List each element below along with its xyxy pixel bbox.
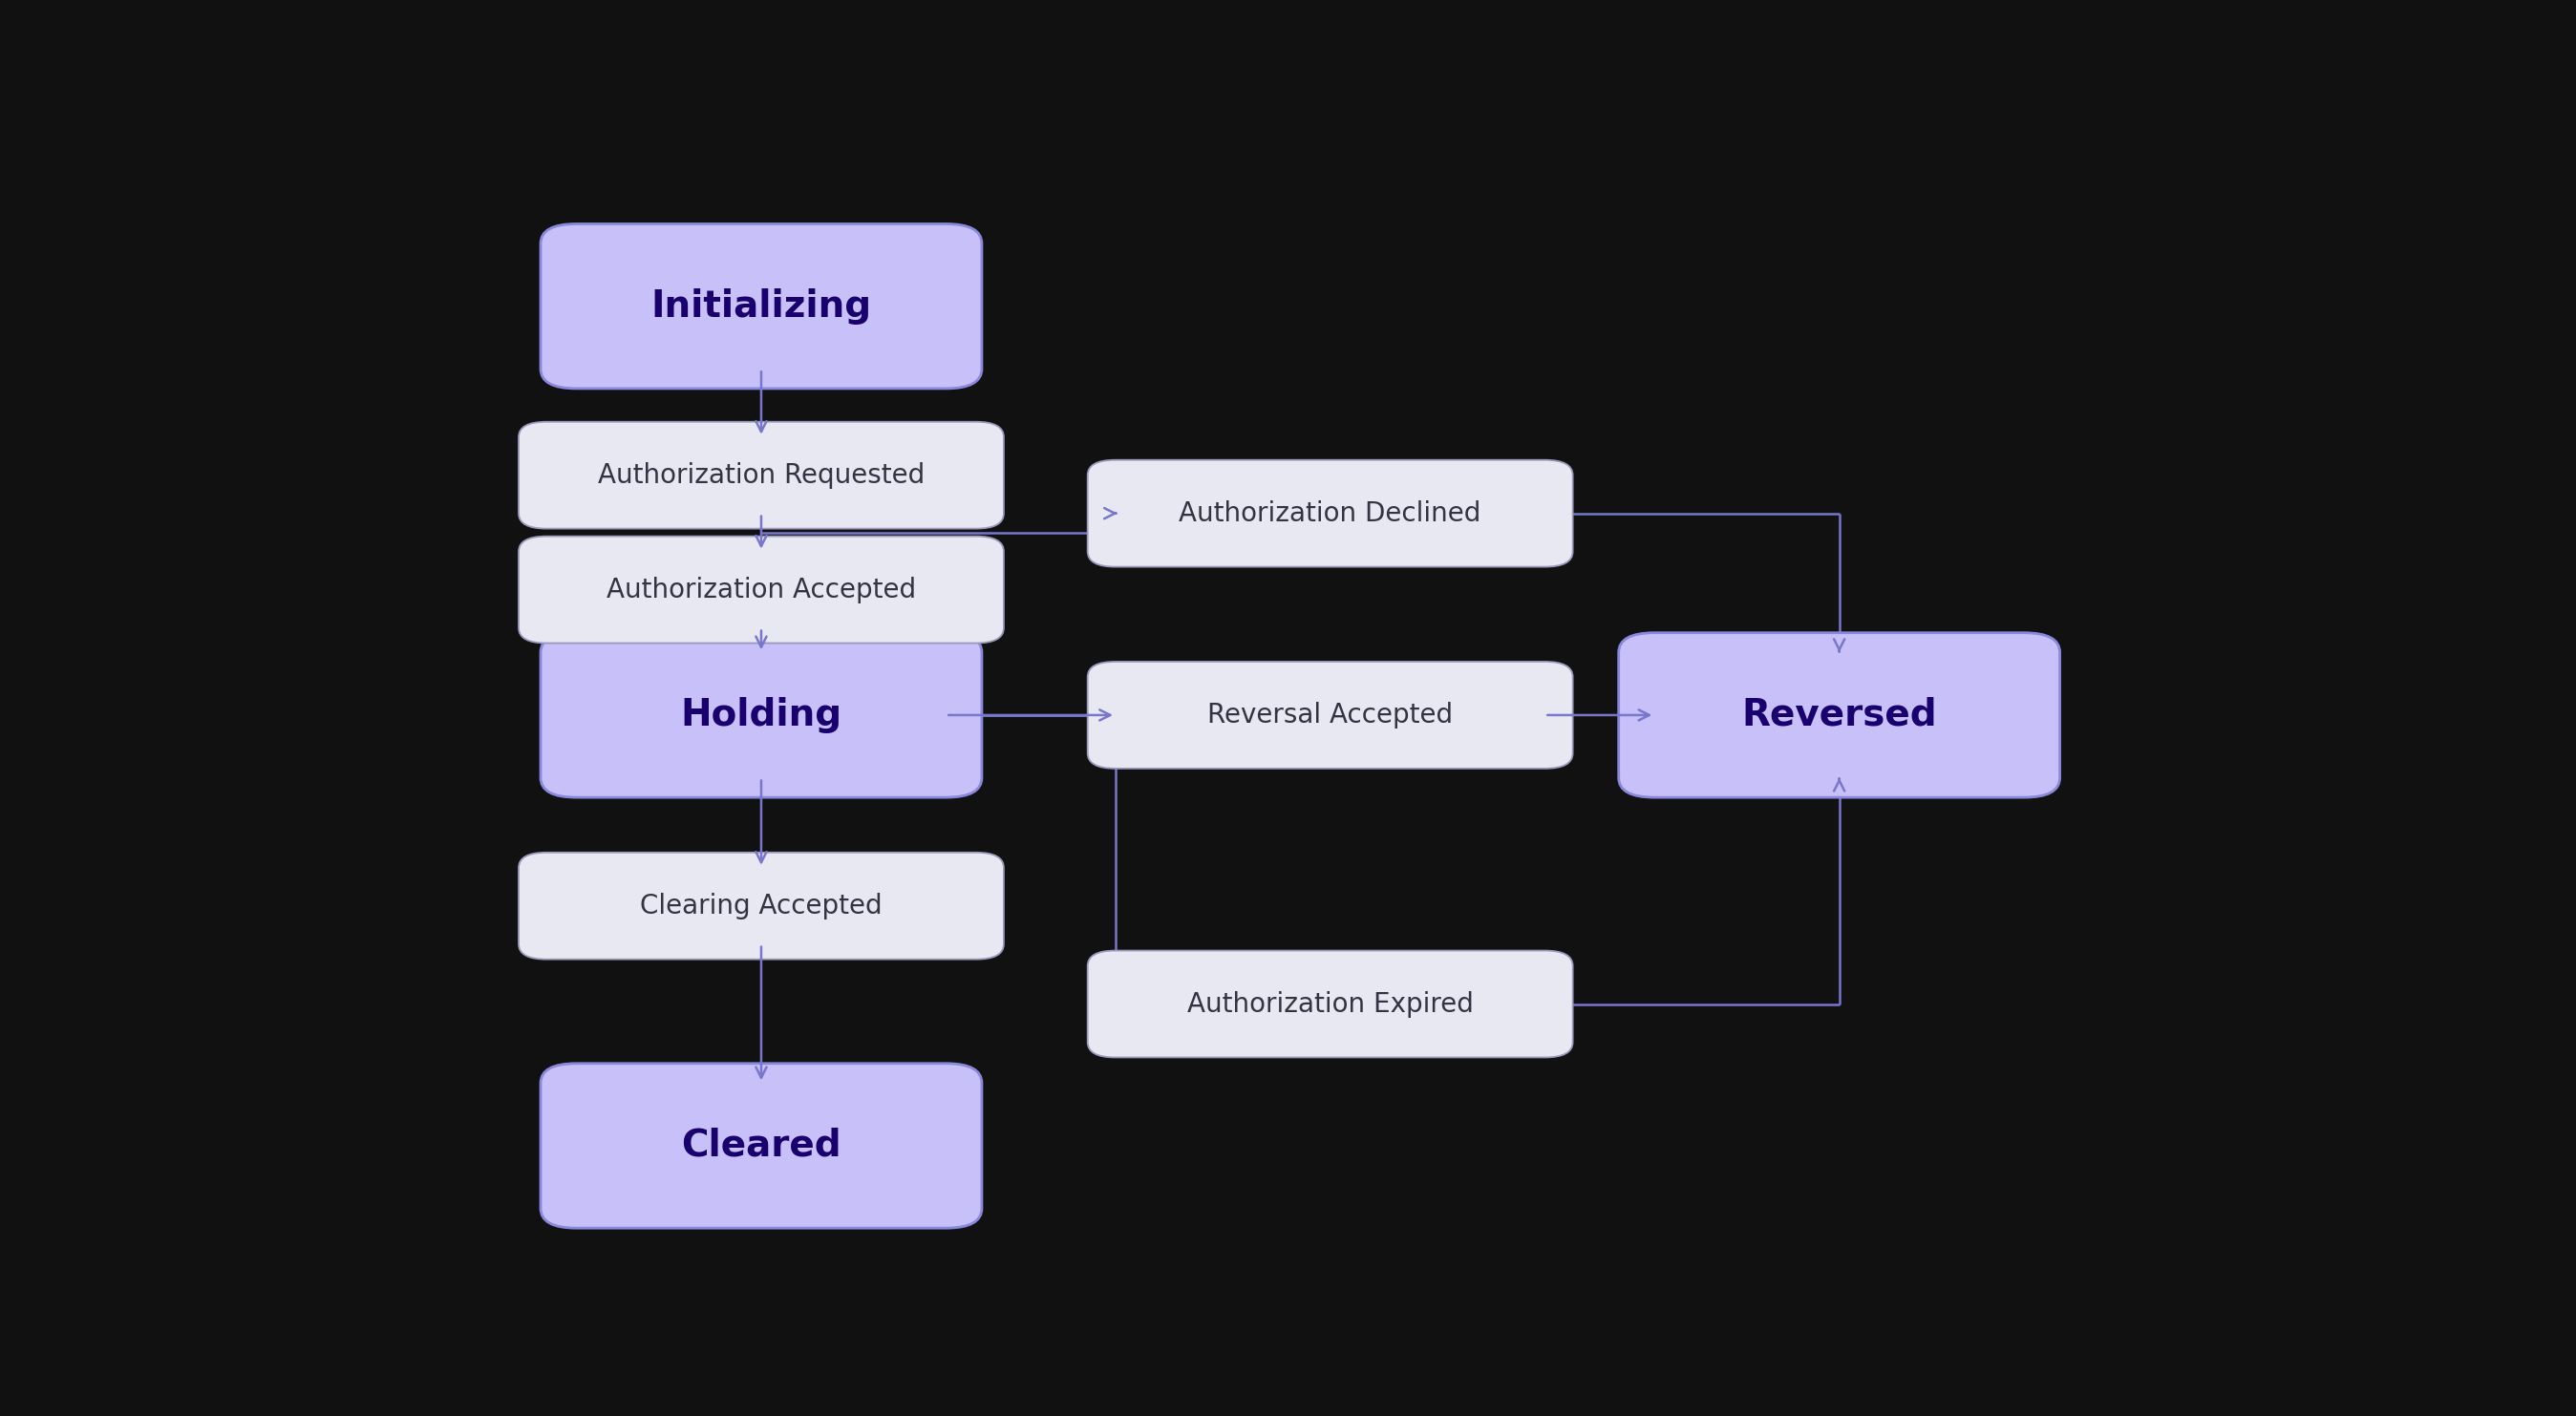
Text: Holding: Holding — [680, 697, 842, 733]
Text: Authorization Accepted: Authorization Accepted — [605, 576, 917, 603]
FancyBboxPatch shape — [541, 1063, 981, 1228]
Text: Authorization Expired: Authorization Expired — [1188, 991, 1473, 1017]
FancyBboxPatch shape — [1618, 633, 2061, 797]
Text: Clearing Accepted: Clearing Accepted — [639, 892, 884, 919]
Text: Authorization Requested: Authorization Requested — [598, 462, 925, 489]
Text: Cleared: Cleared — [680, 1127, 842, 1164]
FancyBboxPatch shape — [1087, 950, 1574, 1058]
FancyBboxPatch shape — [518, 537, 1005, 643]
FancyBboxPatch shape — [541, 633, 981, 797]
FancyBboxPatch shape — [1087, 661, 1574, 769]
FancyBboxPatch shape — [518, 852, 1005, 959]
Text: Initializing: Initializing — [652, 287, 871, 324]
Text: Reversed: Reversed — [1741, 697, 1937, 733]
FancyBboxPatch shape — [1087, 460, 1574, 566]
FancyBboxPatch shape — [518, 422, 1005, 528]
Text: Authorization Declined: Authorization Declined — [1180, 500, 1481, 527]
FancyBboxPatch shape — [541, 224, 981, 388]
Text: Reversal Accepted: Reversal Accepted — [1208, 702, 1453, 728]
